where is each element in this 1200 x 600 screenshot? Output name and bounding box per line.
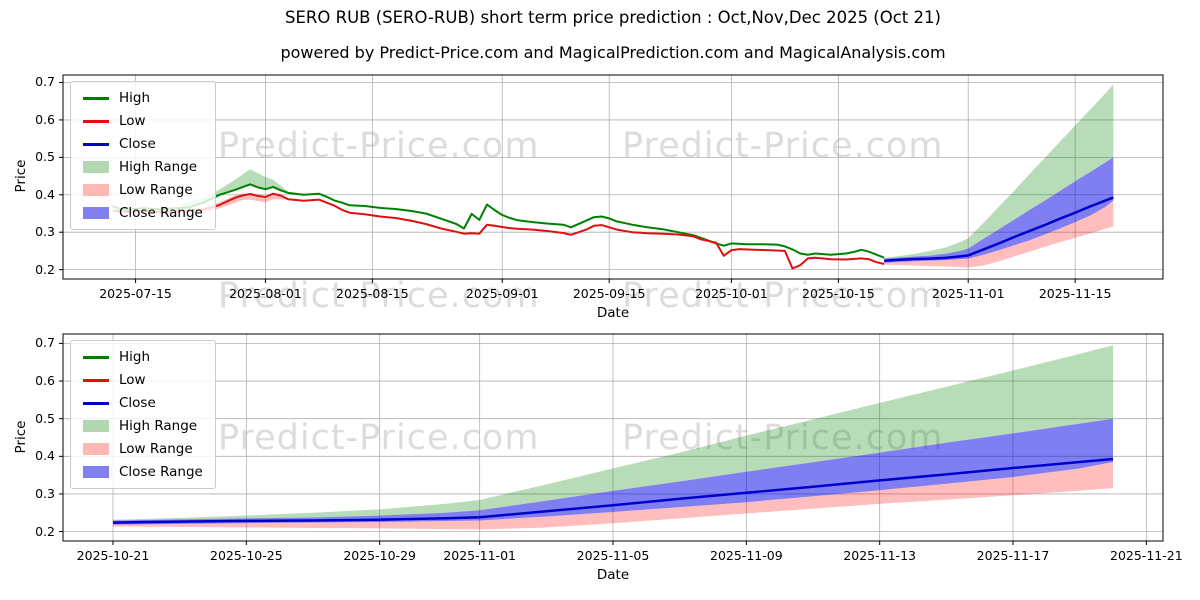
x-tick-label: 2025-11-21	[1110, 548, 1183, 563]
legend-swatch-line	[83, 142, 109, 146]
axis-label-price: Price	[13, 159, 29, 193]
x-tick-label: 2025-11-05	[576, 548, 650, 563]
series-close-line	[112, 457, 1114, 524]
y-tick-label: 0.3	[35, 224, 55, 240]
band-close-range	[113, 418, 1113, 525]
legend-label: Low Range	[119, 441, 193, 457]
x-tick-label: 2025-11-01	[931, 286, 1005, 301]
band-low-range	[884, 200, 1114, 268]
x-tick-label: 2025-10-29	[343, 548, 416, 563]
legend-swatch-patch	[83, 420, 109, 432]
legend: High Low Close High Range Low Range Close Ran…	[70, 81, 216, 230]
legend-label: Low	[119, 113, 146, 129]
x-tick-label: 2025-08-15	[336, 286, 409, 301]
legend-item-low-range: Low Range	[83, 441, 203, 457]
x-tick-label: 2025-10-15	[802, 286, 875, 301]
legend-label: Close Range	[119, 205, 203, 221]
legend-swatch-line	[83, 355, 109, 359]
plot-border	[62, 74, 1164, 280]
x-tick-label: 2025-07-15	[99, 286, 172, 301]
y-tick-label: 0.2	[35, 261, 55, 277]
x-tick-label: 2025-11-09	[710, 548, 783, 563]
legend-item-low-range: Low Range	[83, 182, 203, 198]
chart-forecast-zoom	[59, 333, 1164, 545]
legend-item-high: High	[83, 90, 203, 106]
legend-label: Close	[119, 136, 156, 152]
legend-item-close-range: Close Range	[83, 464, 203, 480]
y-tick-label: 0.2	[35, 523, 55, 539]
legend-swatch-line	[83, 119, 109, 123]
legend-label: Close Range	[119, 464, 203, 480]
band-high-range	[113, 345, 1113, 521]
y-tick-label: 0.5	[35, 149, 55, 165]
band-low-range	[113, 462, 1113, 530]
legend-label: High	[119, 349, 151, 365]
x-tick-label: 2025-10-25	[210, 548, 283, 563]
x-tick-label: 2025-09-15	[572, 286, 646, 301]
x-tick-label: 2025-09-01	[465, 286, 539, 301]
series-close-line	[884, 196, 1114, 262]
legend-label: High Range	[119, 418, 198, 434]
legend-label: High Range	[119, 159, 198, 175]
figure-subtitle: powered by Predict-Price.com and Magical…	[280, 43, 946, 62]
legend-item-low: Low	[83, 113, 203, 129]
axis-label-date: Date	[596, 305, 630, 321]
band-close-range	[884, 157, 1114, 263]
watermark-text: Predict-Price.com	[218, 418, 540, 458]
legend-item-close-range: Close Range	[83, 205, 203, 221]
x-tick-label: 2025-11-01	[443, 548, 516, 563]
watermark-text: Predict-Price.com	[218, 126, 540, 166]
series-high-line	[112, 183, 885, 259]
legend-swatch-patch	[83, 207, 109, 219]
x-tick-label: 2025-08-01	[229, 286, 302, 301]
legend-label: High	[119, 90, 151, 106]
x-tick-label: 2025-11-13	[843, 548, 916, 563]
watermark-text: Predict-Price.com	[218, 276, 540, 316]
y-tick-label: 0.7	[35, 74, 55, 90]
legend-item-low: Low	[83, 372, 203, 388]
y-tick-label: 0.5	[35, 410, 55, 426]
band-high-range	[884, 84, 1114, 259]
chart-overview	[59, 74, 1164, 283]
legend-swatch-patch	[83, 466, 109, 478]
x-tick-label: 2025-10-01	[695, 286, 768, 301]
legend-item-close: Close	[83, 136, 203, 152]
legend-swatch-patch	[83, 184, 109, 196]
legend-item-close: Close	[83, 395, 203, 411]
legend-label: Low Range	[119, 182, 193, 198]
legend-label: Low	[119, 372, 146, 388]
legend-swatch-patch	[83, 161, 109, 173]
y-tick-label: 0.6	[35, 373, 55, 389]
legend-swatch-line	[83, 378, 109, 382]
axis-label-price: Price	[13, 420, 29, 453]
y-tick-label: 0.3	[35, 485, 55, 501]
x-tick-label: 2025-11-17	[976, 548, 1050, 563]
legend: High Low Close High Range Low Range Close Ran…	[70, 340, 216, 489]
y-tick-label: 0.4	[35, 186, 55, 202]
legend-item-high-range: High Range	[83, 418, 203, 434]
legend-item-high-range: High Range	[83, 159, 203, 175]
series-low-line	[112, 192, 885, 270]
x-tick-label: 2025-11-15	[1038, 286, 1112, 301]
legend-label: Close	[119, 395, 156, 411]
y-tick-label: 0.4	[35, 448, 55, 464]
legend-swatch-patch	[83, 443, 109, 455]
y-tick-label: 0.7	[35, 335, 55, 351]
watermark-text: Predict-Price.com	[622, 126, 944, 166]
axis-label-date: Date	[596, 567, 630, 583]
x-tick-label: 2025-10-21	[76, 548, 150, 563]
y-tick-label: 0.6	[35, 111, 55, 127]
legend-swatch-line	[83, 96, 109, 100]
figure-title: SERO RUB (SERO-RUB) short term price pre…	[285, 8, 941, 27]
watermark-text: Predict-Price.com	[622, 276, 944, 316]
legend-swatch-line	[83, 401, 109, 405]
legend-item-high: High	[83, 349, 203, 365]
